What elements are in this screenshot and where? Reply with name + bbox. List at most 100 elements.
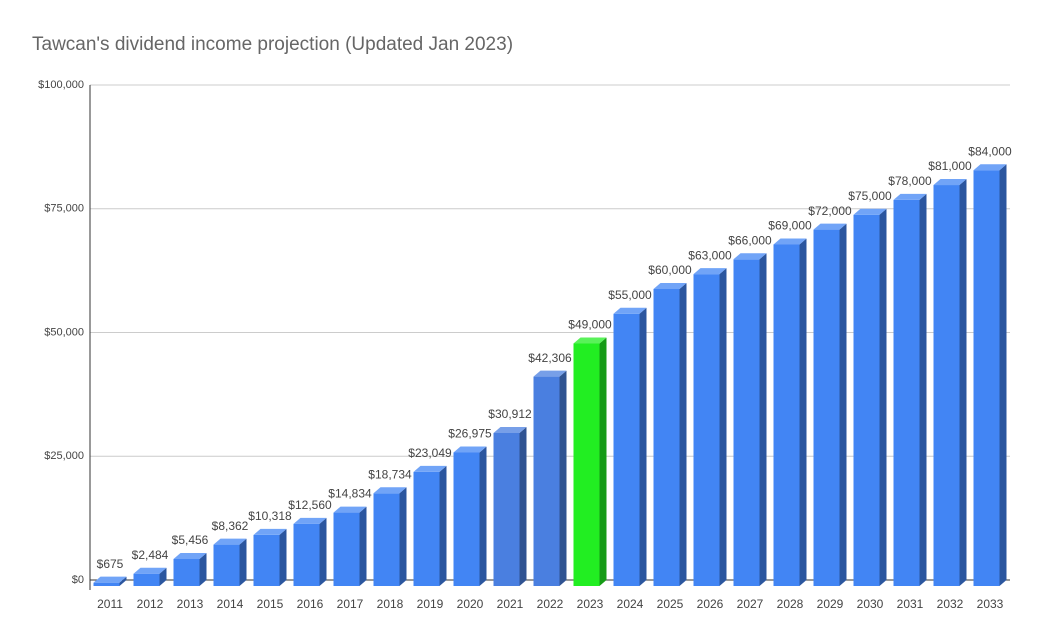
bar-side — [479, 446, 487, 586]
y-tick-label: $100,000 — [38, 79, 84, 91]
value-label: $675 — [97, 557, 124, 571]
bar-front — [933, 185, 960, 587]
bar-top — [453, 446, 487, 453]
bar-side — [399, 487, 407, 586]
x-tick-label: 2026 — [697, 597, 724, 611]
x-tick-label: 2017 — [337, 597, 364, 611]
value-label: $81,000 — [928, 159, 972, 173]
value-label: $10,318 — [248, 509, 292, 523]
value-label: $42,306 — [528, 351, 572, 365]
x-tick-label: 2029 — [817, 597, 844, 611]
value-label: $55,000 — [608, 288, 652, 302]
bar-side — [599, 337, 607, 586]
x-tick-label: 2018 — [377, 597, 404, 611]
bar — [333, 506, 367, 586]
x-tick-label: 2014 — [217, 597, 244, 611]
bar-side — [319, 517, 327, 586]
bar-side — [279, 528, 287, 586]
bar-side — [639, 307, 647, 586]
bar-top — [613, 307, 647, 314]
bar-front — [293, 523, 320, 586]
bar — [933, 179, 967, 587]
bar — [293, 517, 327, 586]
x-tick-label: 2015 — [257, 597, 284, 611]
bar-top — [773, 238, 807, 245]
bar-front — [613, 313, 640, 586]
value-label: $5,456 — [172, 533, 209, 547]
bar — [613, 307, 647, 586]
bar-top — [733, 253, 767, 260]
bar-front — [333, 512, 360, 586]
bar-side — [359, 506, 367, 586]
bar-side — [799, 238, 807, 586]
bar-front — [653, 289, 680, 586]
value-label: $66,000 — [728, 233, 772, 247]
bar-front — [213, 544, 240, 586]
bar-side — [559, 370, 567, 586]
value-label: $18,734 — [368, 467, 412, 481]
value-label: $72,000 — [808, 204, 852, 218]
bar-top — [933, 179, 967, 186]
bar-top — [133, 567, 167, 574]
x-tick-label: 2022 — [537, 597, 564, 611]
bar — [733, 253, 767, 587]
x-tick-label: 2028 — [777, 597, 804, 611]
bar — [373, 487, 407, 586]
bar-top — [813, 223, 847, 230]
bar-top — [373, 487, 407, 494]
x-tick-label: 2030 — [857, 597, 884, 611]
x-tick-label: 2025 — [657, 597, 684, 611]
value-label: $69,000 — [768, 219, 812, 233]
bar-front — [773, 244, 800, 586]
x-tick-label: 2011 — [97, 597, 123, 611]
bar-side — [679, 283, 687, 586]
value-label: $23,049 — [408, 446, 452, 460]
bar-front — [973, 170, 1000, 586]
bar-front — [93, 582, 120, 586]
bar — [653, 283, 687, 586]
bar-top — [173, 552, 207, 559]
bar-side — [999, 164, 1007, 586]
x-tick-label: 2016 — [297, 597, 324, 611]
bar — [413, 465, 447, 586]
bar-side — [199, 552, 207, 586]
bar — [93, 576, 127, 586]
bar-front — [373, 493, 400, 586]
x-tick-label: 2031 — [897, 597, 924, 611]
bar-front — [493, 432, 520, 586]
bar-top — [333, 506, 367, 513]
bar-side — [839, 223, 847, 586]
bar-top — [533, 370, 567, 377]
value-label: $49,000 — [568, 318, 612, 332]
x-tick-label: 2021 — [497, 597, 524, 611]
bar-front — [253, 534, 280, 586]
bar — [773, 238, 807, 586]
x-tick-label: 2020 — [457, 597, 484, 611]
bar-front — [693, 274, 720, 586]
bar-side — [239, 538, 247, 586]
y-tick-label: $50,000 — [44, 326, 84, 338]
x-tick-label: 2013 — [177, 597, 204, 611]
bar-top — [653, 283, 687, 289]
value-label: $30,912 — [488, 407, 532, 421]
y-tick-label: $0 — [72, 574, 84, 586]
bar-side — [439, 465, 447, 586]
bar — [453, 446, 487, 586]
bar-top — [893, 193, 927, 200]
bar-front — [453, 452, 480, 586]
x-tick-label: 2012 — [137, 597, 164, 611]
bar — [533, 370, 567, 586]
bar-top — [493, 426, 527, 433]
bar-top — [693, 268, 727, 275]
bar-front — [413, 471, 440, 586]
bar — [853, 208, 887, 586]
bar — [973, 164, 1007, 586]
x-tick-label: 2024 — [617, 597, 644, 611]
bar-front — [573, 343, 600, 586]
bar-top — [973, 164, 1007, 171]
bar-top — [293, 517, 327, 524]
bar-side — [959, 179, 967, 587]
x-tick-label: 2032 — [937, 597, 964, 611]
value-label: $26,975 — [448, 427, 492, 441]
